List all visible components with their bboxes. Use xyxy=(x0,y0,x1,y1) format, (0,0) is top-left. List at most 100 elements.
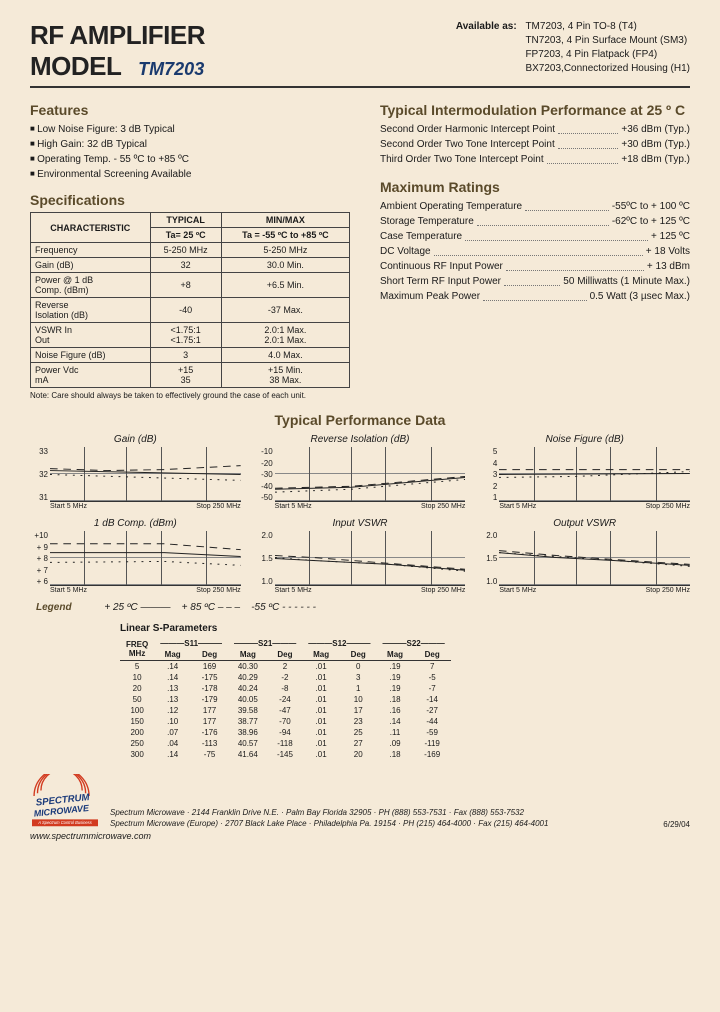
legend-minus55c: -55 ºC - - - - - - xyxy=(251,602,316,613)
chart: 1 dB Comp. (dBm) +10+ 9+ 8+ 7+ 6 Start 5… xyxy=(30,518,241,594)
dotted-line: Ambient Operating Temperature-55ºC to + … xyxy=(380,199,690,214)
chart-title: Reverse Isolation (dB) xyxy=(255,434,466,445)
chart: Reverse Isolation (dB) -10-20-30-40-50 S… xyxy=(255,434,466,510)
model-number: TM7203 xyxy=(138,59,204,79)
sparam-row: 150.1017738.77-70.0123.14-44 xyxy=(120,716,451,727)
sparam-row: 300.14-7541.64-145.0120.18-169 xyxy=(120,749,451,760)
sparam-sub-row: MagDegMagDegMagDegMagDeg xyxy=(120,649,451,661)
x-axis: Start 5 MHzStop 250 MHz xyxy=(50,587,241,594)
sparam-row: 100.1217739.58-47.0117.16-27 xyxy=(120,705,451,716)
plot-area xyxy=(50,531,241,586)
two-columns: Features Low Noise Figure: 3 dB TypicalH… xyxy=(30,102,690,400)
dotted-line: Continuous RF Input Power+ 13 dBm xyxy=(380,259,690,274)
spec-row: Noise Figure (dB) 3 4.0 Max. xyxy=(31,348,350,363)
y-axis: 2.01.51.0 xyxy=(479,531,499,586)
sparam-group: ———S12——— xyxy=(302,638,376,649)
sparam-row: 250.04-11340.57-118.0127.09-119 xyxy=(120,738,451,749)
available-item: FP7203, 4 Pin Flatpack (FP4) xyxy=(525,48,690,62)
plot-area xyxy=(499,531,690,586)
y-axis: 54321 xyxy=(479,447,499,502)
plot-area xyxy=(275,447,466,502)
sparam-row: 5.1416940.302.010.197 xyxy=(120,661,451,673)
dotted-line: Storage Temperature-62ºC to + 125 ºC xyxy=(380,214,690,229)
features-list: Low Noise Figure: 3 dB TypicalHigh Gain:… xyxy=(30,122,350,182)
spec-header-characteristic: CHARACTERISTIC xyxy=(31,213,151,243)
svg-text:A Spectrum Control Business: A Spectrum Control Business xyxy=(37,820,92,825)
spec-header-minmax: MIN/MAX xyxy=(221,213,349,228)
y-axis: 2.01.51.0 xyxy=(255,531,275,586)
legend: Legend + 25 ºC ——— + 85 ºC – – – -55 ºC … xyxy=(36,602,690,613)
company-logo: SPECTRUM MICROWAVE A Spectrum Control Bu… xyxy=(30,774,100,829)
dotted-line: DC Voltage+ 18 Volts xyxy=(380,244,690,259)
chart-title: 1 dB Comp. (dBm) xyxy=(30,518,241,529)
plot-area xyxy=(499,447,690,502)
x-axis: Start 5 MHzStop 250 MHz xyxy=(275,587,466,594)
footer-date: 6/29/04 xyxy=(663,820,690,829)
sparam-group: ———S11——— xyxy=(154,638,228,649)
legend-85c: + 85 ºC – – – xyxy=(182,602,240,613)
chart: Input VSWR 2.01.51.0 Start 5 MHzStop 250… xyxy=(255,518,466,594)
sparam-group: ———S22——— xyxy=(377,638,451,649)
sparam-row: 200.07-17638.96-94.0125.11-59 xyxy=(120,727,451,738)
title-line1: RF AMPLIFIER xyxy=(30,20,205,51)
available-item: TN7203, 4 Pin Surface Mount (SM3) xyxy=(525,34,690,48)
footer-text: Spectrum Microwave · 2144 Franklin Drive… xyxy=(110,807,653,829)
sparams-title: Linear S-Parameters xyxy=(120,623,690,634)
intermod-lines: Second Order Harmonic Intercept Point+36… xyxy=(380,122,690,167)
title-line2: MODEL xyxy=(30,51,121,81)
specifications-title: Specifications xyxy=(30,192,350,208)
spec-row: Reverse Isolation (dB) -40 -37 Max. xyxy=(31,298,350,323)
spec-row: Power @ 1 dB Comp. (dBm) +8 +6.5 Min. xyxy=(31,273,350,298)
specifications-table: CHARACTERISTIC TYPICAL MIN/MAX Ta= 25 ºC… xyxy=(30,212,350,388)
sparam-group: ———S21——— xyxy=(228,638,302,649)
dotted-line: Second Order Two Tone Intercept Point+30… xyxy=(380,137,690,152)
available-item: BX7203,Connectorized Housing (H1) xyxy=(525,62,690,76)
spec-note: Note: Care should always be taken to eff… xyxy=(30,391,350,400)
dotted-line: Second Order Harmonic Intercept Point+36… xyxy=(380,122,690,137)
maxratings-title: Maximum Ratings xyxy=(380,179,690,195)
spec-header-ta25: Ta= 25 ºC xyxy=(150,228,221,243)
x-axis: Start 5 MHzStop 250 MHz xyxy=(50,503,241,510)
title-block: RF AMPLIFIER MODEL TM7203 xyxy=(30,20,205,82)
right-column: Typical Intermodulation Performance at 2… xyxy=(380,102,690,400)
chart: Output VSWR 2.01.51.0 Start 5 MHzStop 25… xyxy=(479,518,690,594)
sparams-table: FREQ MHz———S11——————S21——————S12——————S2… xyxy=(120,638,451,760)
sparam-row: 20.13-17840.24-8.011.19-7 xyxy=(120,683,451,694)
maxratings-lines: Ambient Operating Temperature-55ºC to + … xyxy=(380,199,690,304)
dotted-line: Case Temperature+ 125 ºC xyxy=(380,229,690,244)
dotted-line: Maximum Peak Power0.5 Watt (3 µsec Max.) xyxy=(380,289,690,304)
feature-item: Low Noise Figure: 3 dB Typical xyxy=(30,122,350,137)
spec-header-ta-range: Ta = -55 ºC to +85 ºC xyxy=(221,228,349,243)
chart-title: Input VSWR xyxy=(255,518,466,529)
spec-row: Frequency 5-250 MHz 5-250 MHz xyxy=(31,243,350,258)
footer-line2: Spectrum Microwave (Europe) · 2707 Black… xyxy=(110,818,653,829)
y-axis: -10-20-30-40-50 xyxy=(255,447,275,502)
charts-grid: Gain (dB) 333231 Start 5 MHzStop 250 MHz… xyxy=(30,434,690,594)
availability: Available as: TM7203, 4 Pin TO-8 (T4)TN7… xyxy=(456,20,690,82)
spec-rows: Frequency 5-250 MHz 5-250 MHz Gain (dB) … xyxy=(31,243,350,388)
sparam-row: 10.14-17540.29-2.013.19-5 xyxy=(120,672,451,683)
plot-area xyxy=(275,531,466,586)
y-axis: 333231 xyxy=(30,447,50,502)
x-axis: Start 5 MHzStop 250 MHz xyxy=(275,503,466,510)
footer-line1: Spectrum Microwave · 2144 Franklin Drive… xyxy=(110,807,653,818)
footer-url: www.spectrummicrowave.com xyxy=(30,831,690,841)
spec-header-typical: TYPICAL xyxy=(150,213,221,228)
header: RF AMPLIFIER MODEL TM7203 Available as: … xyxy=(30,20,690,88)
chart: Gain (dB) 333231 Start 5 MHzStop 250 MHz xyxy=(30,434,241,510)
legend-25c: + 25 ºC ——— xyxy=(104,602,170,613)
footer: SPECTRUM MICROWAVE A Spectrum Control Bu… xyxy=(30,774,690,829)
features-title: Features xyxy=(30,102,350,118)
available-list: TM7203, 4 Pin TO-8 (T4)TN7203, 4 Pin Sur… xyxy=(525,20,690,76)
dotted-line: Short Term RF Input Power50 Milliwatts (… xyxy=(380,274,690,289)
intermod-title: Typical Intermodulation Performance at 2… xyxy=(380,102,690,118)
feature-item: Operating Temp. - 55 ºC to +85 ºC xyxy=(30,152,350,167)
chart: Noise Figure (dB) 54321 Start 5 MHzStop … xyxy=(479,434,690,510)
performance-title: Typical Performance Data xyxy=(30,412,690,428)
left-column: Features Low Noise Figure: 3 dB TypicalH… xyxy=(30,102,350,400)
x-axis: Start 5 MHzStop 250 MHz xyxy=(499,503,690,510)
legend-label: Legend xyxy=(36,602,72,613)
chart-title: Gain (dB) xyxy=(30,434,241,445)
spec-row: Power Vdc mA +15 35 +15 Min. 38 Max. xyxy=(31,363,350,388)
sparam-row: 50.13-17940.05-24.0110.18-14 xyxy=(120,694,451,705)
